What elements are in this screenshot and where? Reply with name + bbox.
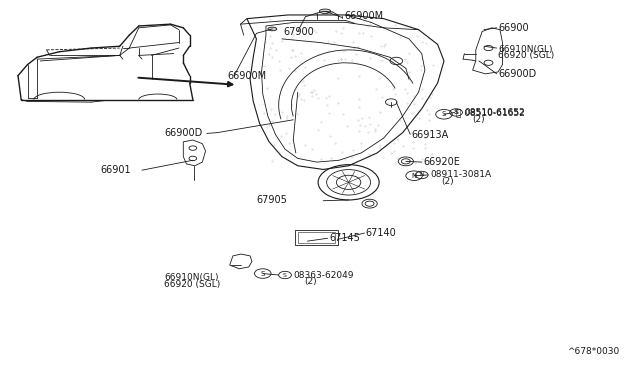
Circle shape (365, 201, 374, 206)
Text: S: S (283, 273, 287, 278)
Text: 66901: 66901 (100, 165, 131, 175)
Text: S: S (454, 110, 458, 115)
Text: 66900M: 66900M (344, 11, 383, 21)
Text: 67900: 67900 (284, 27, 314, 37)
Text: ^678*0030: ^678*0030 (566, 347, 619, 356)
Text: 08363-62049: 08363-62049 (293, 270, 354, 279)
Text: 67905: 67905 (257, 195, 287, 205)
Text: 66913A: 66913A (412, 129, 449, 140)
Ellipse shape (319, 9, 331, 13)
Text: 66900D: 66900D (498, 69, 536, 79)
Circle shape (436, 109, 452, 119)
Circle shape (255, 269, 271, 278)
Text: S: S (454, 109, 458, 115)
Text: (2): (2) (304, 277, 317, 286)
Text: 66920E: 66920E (423, 157, 460, 167)
Text: 08911-3081A: 08911-3081A (430, 170, 491, 179)
Text: (2): (2) (441, 177, 453, 186)
Text: 08510-61652: 08510-61652 (465, 108, 525, 117)
Text: 66900D: 66900D (164, 128, 202, 138)
Circle shape (406, 171, 422, 180)
Text: 67145: 67145 (329, 233, 360, 243)
Text: S: S (260, 270, 265, 276)
Text: 66910N(GL): 66910N(GL) (498, 45, 552, 54)
Circle shape (401, 159, 410, 164)
Text: 66910N(GL): 66910N(GL) (164, 273, 219, 282)
Text: S: S (442, 111, 446, 117)
Text: N: N (419, 173, 424, 177)
Text: 67140: 67140 (366, 228, 397, 238)
Text: N: N (412, 173, 417, 179)
Text: 66900M: 66900M (228, 71, 267, 81)
Text: (2): (2) (472, 115, 485, 124)
Text: Ⓜ 08510-61652: Ⓜ 08510-61652 (456, 108, 525, 117)
Text: 66900: 66900 (498, 23, 529, 33)
Text: 66920 (SGL): 66920 (SGL) (164, 280, 220, 289)
Ellipse shape (268, 27, 276, 31)
Text: 66920 (SGL): 66920 (SGL) (498, 51, 554, 60)
